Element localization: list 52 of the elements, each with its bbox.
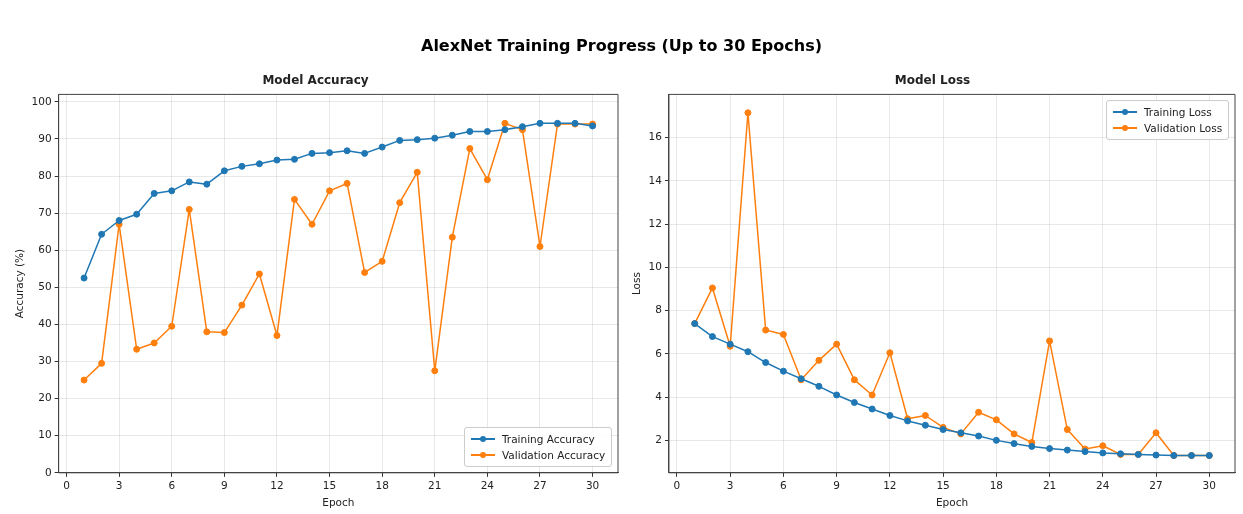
x-tick-label: 18 [375, 478, 389, 491]
y-tick-label: 4 [655, 389, 663, 402]
x-tick-label: 3 [726, 478, 734, 491]
y-tick-label: 60 [38, 242, 52, 255]
x-axis-title: Epoch [935, 496, 969, 509]
x-tick-label: 3 [115, 478, 123, 491]
text: AlexNet Training Progress (Up to 30 Epochs) [420, 36, 823, 55]
x-tick-label: 6 [168, 478, 176, 491]
x-tick-label: 18 [989, 478, 1004, 491]
x-tick-label: 27 [1149, 478, 1163, 491]
y-tick-label: 90 [38, 131, 52, 144]
y-tick-label: 40 [38, 317, 52, 330]
y-tick-label: 80 [38, 168, 52, 181]
y-tick-label: 10 [648, 260, 662, 273]
legend-label: Validation Accuracy [502, 448, 606, 461]
y-tick-label: 2 [655, 433, 662, 446]
x-tick-label: 21 [428, 478, 442, 491]
y-tick-label: 30 [38, 354, 52, 367]
x-tick-label: 21 [1042, 478, 1057, 491]
y-tick-label: 16 [648, 130, 663, 143]
chart-title: Model Loss [894, 73, 971, 88]
x-axis-title: Epoch [322, 496, 355, 509]
legend-label: Training Accuracy [502, 432, 595, 445]
x-tick-label: 15 [936, 478, 950, 491]
y-tick-label: 20 [38, 391, 52, 404]
x-tick-label: 12 [883, 478, 897, 491]
x-tick-label: 30 [1202, 478, 1216, 491]
y-tick-label: 14 [648, 173, 663, 186]
y-tick-label: 70 [38, 205, 52, 218]
y-tick-label: 8 [655, 303, 662, 316]
legend-label: Training Loss [1144, 106, 1212, 119]
y-tick-label: 100 [31, 94, 52, 107]
y-tick-label: 0 [44, 465, 52, 478]
x-tick-label: 30 [585, 478, 600, 491]
x-tick-label: 12 [270, 478, 284, 491]
x-tick-label: 9 [221, 478, 228, 491]
x-tick-label: 27 [533, 478, 547, 491]
chart-title: Model Accuracy [262, 73, 369, 88]
y-tick-label: 6 [655, 346, 663, 359]
y-tick-label: 50 [38, 280, 52, 293]
y-tick-label: 12 [648, 216, 662, 229]
x-tick-label: 24 [1096, 478, 1110, 491]
x-tick-label: 6 [780, 478, 788, 491]
legend-label: Validation Loss [1144, 122, 1223, 135]
y-axis-title: Accuracy (%) [13, 248, 26, 319]
x-tick-label: 15 [322, 478, 337, 491]
x-tick-label: 0 [673, 478, 681, 491]
y-tick-label: 10 [38, 428, 52, 441]
y-axis-title: Loss [630, 272, 643, 296]
x-tick-label: 9 [833, 478, 840, 491]
x-tick-label: 24 [480, 478, 495, 491]
x-tick-label: 0 [63, 478, 70, 491]
